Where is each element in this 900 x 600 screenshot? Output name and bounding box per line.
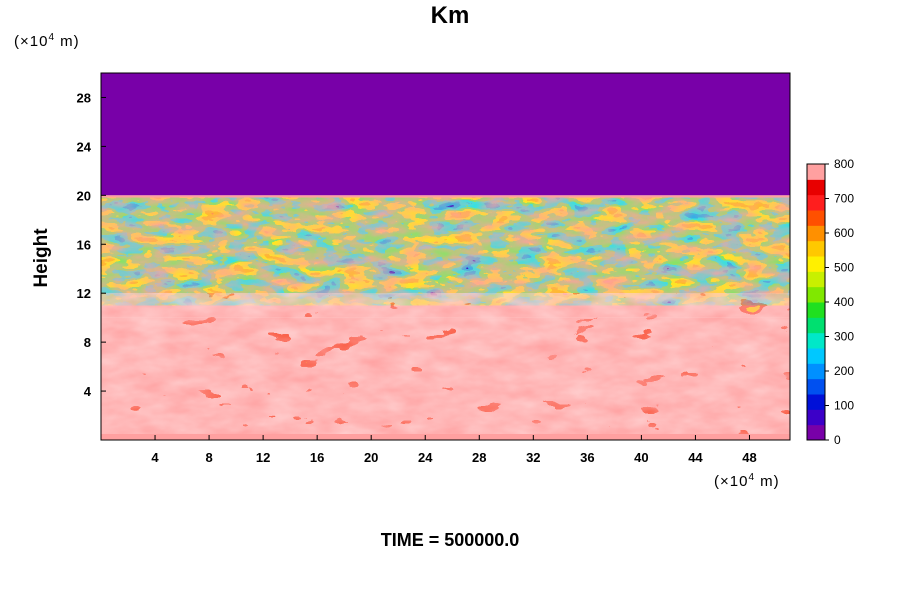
colorbar: 0 100 200 300 400 500 600 700 800 xyxy=(806,157,854,447)
colorbar-swatch xyxy=(807,394,825,410)
x-tick-label: 12 xyxy=(256,450,270,465)
colorbar-swatch xyxy=(807,424,825,441)
colorbar-swatch xyxy=(807,256,825,272)
colorbar-swatch xyxy=(807,225,825,242)
x-tick-label: 24 xyxy=(418,450,433,465)
y-tick-label: 8 xyxy=(84,335,91,350)
x-unit-label: (×104 m) xyxy=(714,472,780,490)
colorbar-swatch xyxy=(807,164,825,180)
time-label: TIME = 500000.0 xyxy=(380,530,520,550)
x-tick-label: 36 xyxy=(580,450,594,465)
colorbar-swatch xyxy=(807,409,825,426)
y-tick-label: 16 xyxy=(77,237,91,252)
lower-structures xyxy=(101,293,790,434)
colorbar-swatch xyxy=(807,363,825,380)
y-unit-label: (×104 m) xyxy=(14,32,80,50)
x-tick-label: 20 xyxy=(364,450,378,465)
x-tick-label: 44 xyxy=(688,450,703,465)
colorbar-tick-label: 800 xyxy=(834,157,854,171)
x-tick-label: 32 xyxy=(526,450,540,465)
colorbar-tick-label: 300 xyxy=(834,330,854,344)
heatmap-field xyxy=(101,73,790,440)
upper-region xyxy=(101,73,790,196)
x-tick-label: 28 xyxy=(472,450,486,465)
y-tick-label: 28 xyxy=(77,90,91,105)
plot-frame xyxy=(100,72,791,441)
colorbar-swatch xyxy=(807,332,825,349)
colorbar-swatch xyxy=(807,302,825,318)
colorbar-tick-label: 100 xyxy=(834,399,854,413)
colorbar-tick-label: 700 xyxy=(834,192,854,206)
colorbar-swatch xyxy=(807,378,825,395)
chart-title: Km xyxy=(430,2,470,29)
colorbar-swatch xyxy=(807,348,825,364)
x-tick-label: 40 xyxy=(634,450,648,465)
colorbar-tick-label: 500 xyxy=(834,261,854,275)
y-tick-label: 24 xyxy=(77,139,92,154)
colorbar-swatch xyxy=(807,194,825,211)
colorbar-tick-label: 400 xyxy=(834,295,854,309)
colorbar-swatch xyxy=(807,240,825,257)
colorbar-swatch xyxy=(807,271,825,288)
colorbar-swatch xyxy=(807,317,825,334)
x-tick-label: 16 xyxy=(310,450,324,465)
x-tick-label: 4 xyxy=(151,450,159,465)
turbulent-band xyxy=(101,197,790,306)
colorbar-tick-label: 0 xyxy=(834,433,841,447)
x-tick-label: 8 xyxy=(205,450,212,465)
y-axis-ticks: 4 8 12 16 20 24 28 xyxy=(77,90,106,399)
x-tick-label: 48 xyxy=(742,450,756,465)
y-tick-label: 12 xyxy=(77,286,91,301)
y-tick-label: 20 xyxy=(77,188,91,203)
colorbar-tick-label: 600 xyxy=(834,226,854,240)
colorbar-swatch xyxy=(807,179,825,196)
colorbar-tick-label: 200 xyxy=(834,364,854,378)
y-tick-label: 4 xyxy=(84,384,92,399)
colorbar-swatch xyxy=(807,286,825,303)
colorbar-swatch xyxy=(807,210,825,226)
x-axis-ticks: 4 8 12 16 20 24 28 32 36 40 44 48 xyxy=(151,435,757,465)
